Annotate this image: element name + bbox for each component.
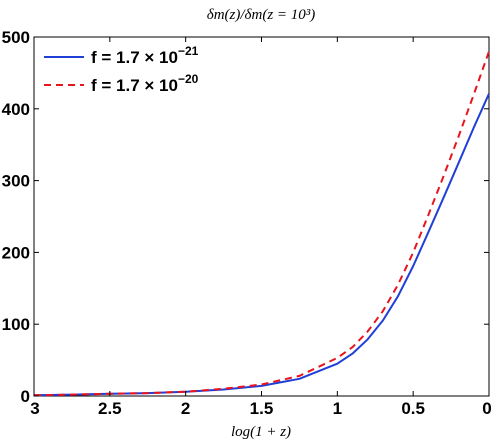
legend: f = 1.7 × 10−21 f = 1.7 × 10−20 [44, 44, 199, 95]
y-tick-label: 500 [2, 28, 30, 47]
series-line-2 [33, 51, 490, 397]
y-tick-label: 200 [2, 243, 30, 262]
y-tick-label: 400 [2, 100, 30, 119]
axis-ticks: 3 2.5 2 1.5 1 0.5 0 0 100 200 300 400 500 [2, 28, 492, 418]
y-tick-label: 300 [2, 172, 30, 191]
x-tick-label: 2.5 [98, 399, 122, 418]
series-layer [33, 51, 490, 397]
x-axis-label: log(1 + z) [231, 424, 291, 440]
legend-label-1: f = 1.7 × 10−21 [91, 44, 199, 67]
x-tick-label: 2 [181, 399, 190, 418]
y-tick-label: 100 [2, 315, 30, 334]
x-tick-label: 3 [30, 399, 39, 418]
x-tick-label: 1 [333, 399, 342, 418]
x-tick-label: 1.5 [250, 399, 274, 418]
chart-title: δm(z)/δm(z = 10³) [207, 7, 316, 23]
x-tick-label: 0.5 [401, 399, 425, 418]
series-line-1 [33, 93, 490, 397]
y-tick-label: 0 [21, 387, 30, 406]
legend-label-2: f = 1.7 × 10−20 [91, 72, 199, 95]
x-tick-label: 0 [482, 399, 491, 418]
